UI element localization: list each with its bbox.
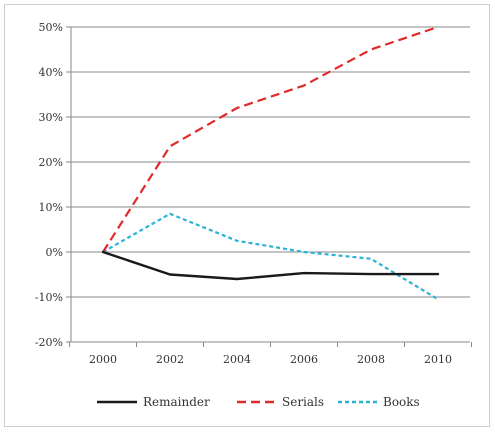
axes bbox=[66, 26, 472, 347]
chart-frame bbox=[4, 4, 490, 427]
y-tick-label: 0% bbox=[46, 246, 63, 259]
y-tick-label: 10% bbox=[39, 201, 63, 214]
x-tick-label: 2008 bbox=[357, 353, 385, 366]
y-tick-label: 40% bbox=[39, 66, 63, 79]
x-tick-label: 2002 bbox=[156, 353, 184, 366]
x-tick-labels: 2000 2002 2004 2006 2008 2010 bbox=[89, 353, 452, 366]
x-tick-label: 2006 bbox=[290, 353, 318, 366]
y-tick-label: 30% bbox=[39, 111, 63, 124]
legend: Remainder Serials Books bbox=[97, 395, 420, 409]
grid-lines bbox=[71, 26, 470, 298]
y-tick-label: 50% bbox=[39, 21, 63, 34]
y-tick-label: -20% bbox=[35, 336, 63, 349]
y-tick-labels: -20% -10% 0% 10% 20% 30% 40% 50% bbox=[35, 21, 63, 349]
x-tick-label: 2004 bbox=[223, 353, 251, 366]
legend-label-books: Books bbox=[383, 395, 420, 409]
y-tick-label: 20% bbox=[39, 156, 63, 169]
legend-label-remainder: Remainder bbox=[143, 395, 210, 409]
series-lines bbox=[101, 25, 440, 301]
x-tick-label: 2010 bbox=[424, 353, 452, 366]
series-line-books bbox=[102, 212, 439, 301]
x-tick-label: 2000 bbox=[89, 353, 117, 366]
y-tick-label: -10% bbox=[35, 291, 63, 304]
series-line-serials bbox=[102, 25, 439, 253]
series-line-remainder bbox=[101, 250, 440, 281]
legend-label-serials: Serials bbox=[282, 395, 324, 409]
